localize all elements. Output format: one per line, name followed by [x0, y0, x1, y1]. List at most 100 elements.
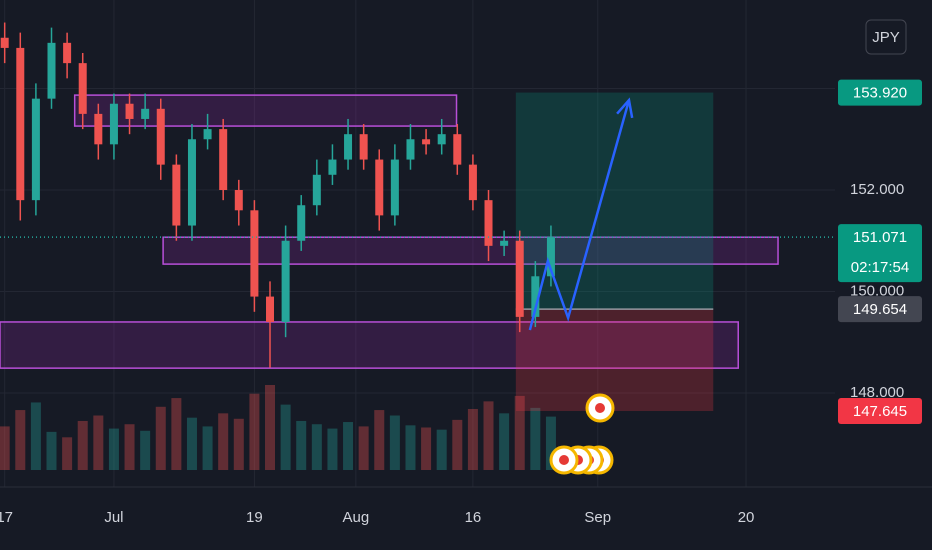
volume-bar [280, 404, 291, 470]
volume-bar [155, 406, 166, 470]
profit-zone [515, 92, 714, 310]
volume-bar [421, 427, 432, 470]
zone [162, 236, 779, 265]
candle-body [63, 42, 72, 64]
candle-body [156, 108, 165, 165]
volume-bar [186, 417, 197, 470]
candle-body [375, 159, 384, 216]
candle-body [484, 200, 493, 246]
price-tag-label: 149.654 [853, 301, 907, 318]
volume-bar [30, 402, 41, 470]
candle-body [437, 134, 446, 145]
currency-button[interactable]: JPY [865, 19, 907, 55]
zone [0, 321, 739, 369]
currency-label[interactable]: JPY [872, 29, 900, 46]
volume-bar [545, 416, 556, 470]
candle-body [546, 237, 555, 277]
candle-body [234, 190, 243, 211]
event-icon [585, 393, 615, 423]
price-tag-label: 147.645 [853, 403, 907, 420]
candle-body [500, 240, 509, 246]
arrow-head [616, 97, 634, 119]
x-tick-label: 16 [465, 509, 482, 526]
volume-bar [436, 429, 447, 470]
volume-bar [265, 385, 276, 470]
candle-body [125, 103, 134, 119]
candle-body [141, 108, 150, 119]
candle-body [203, 129, 212, 140]
x-tick-label: 20 [738, 509, 755, 526]
volume-bar [405, 425, 416, 470]
volume-bar [327, 428, 338, 470]
candle-body [531, 276, 540, 317]
y-tick-label: 150.000 [850, 282, 904, 299]
volume-bar [93, 415, 104, 470]
volume-bar [530, 407, 541, 470]
candle-body [187, 139, 196, 226]
candle-body [250, 210, 259, 297]
volume-bar [108, 428, 119, 470]
projection-arrow [528, 99, 631, 331]
candle-body [406, 139, 415, 160]
volume-bar [218, 413, 229, 470]
candle-body [359, 134, 368, 160]
volume-bar [358, 426, 369, 470]
candle-body [31, 98, 40, 201]
candle-body [344, 134, 353, 160]
candle-body [422, 139, 431, 145]
price-tag [838, 79, 922, 106]
candle-body [468, 164, 477, 201]
candle-body [453, 134, 462, 165]
volume-bar [514, 395, 525, 470]
candle-body [78, 63, 87, 114]
volume-bar [46, 431, 57, 470]
candle-body [219, 129, 228, 191]
volume-bar [452, 419, 463, 470]
candle-body [515, 240, 524, 317]
volume-bar [202, 426, 213, 470]
volume-bar [124, 424, 135, 470]
axes-layer: 154.000152.000150.000148.00017Jul19Aug16… [0, 79, 932, 526]
volume-bar [249, 393, 260, 470]
candle-body [47, 42, 56, 99]
zone [73, 94, 458, 127]
price-tag [838, 296, 922, 323]
overlay-layer [0, 97, 835, 331]
x-tick-label: 19 [246, 509, 263, 526]
price-tag [838, 398, 922, 425]
volume-bar [483, 401, 494, 470]
price-tag-label: 151.071 [853, 229, 907, 246]
volume-bar [15, 410, 26, 470]
x-tick-label: Jul [104, 509, 123, 526]
countdown-label: 02:17:54 [851, 259, 909, 276]
candle-body [94, 113, 103, 145]
volume-bar [389, 415, 400, 470]
candle-body [281, 240, 290, 322]
volume-layer [0, 385, 556, 470]
volume-bar [77, 420, 88, 470]
volume-bar [0, 426, 10, 470]
price-tag [838, 224, 922, 283]
volume-bar [343, 422, 354, 470]
volume-bar [499, 413, 510, 470]
candle-body [297, 205, 306, 241]
candle-body [0, 37, 9, 48]
candle-body [172, 164, 181, 226]
candles-layer [0, 22, 555, 368]
volume-bar [233, 418, 244, 470]
volume-bar [467, 408, 478, 470]
volume-bar [311, 424, 322, 470]
currency-button-frame[interactable] [865, 19, 907, 55]
candle-body [16, 47, 25, 201]
y-tick-label: 152.000 [850, 181, 904, 198]
event-icon [549, 445, 579, 475]
volume-bar [62, 437, 73, 470]
x-tick-label: Sep [584, 509, 611, 526]
candle-body [109, 103, 118, 145]
volume-bar [296, 420, 307, 470]
candle-body [266, 296, 275, 322]
x-tick-label: 17 [0, 509, 13, 526]
loss-zone [515, 309, 714, 412]
